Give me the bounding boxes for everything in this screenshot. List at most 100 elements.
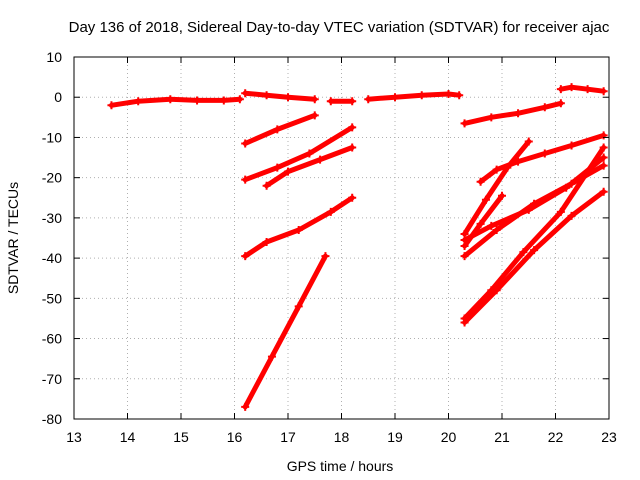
sdtvar-point xyxy=(241,139,250,148)
y-tick-label: -50 xyxy=(42,290,62,306)
y-axis-label: SDTVAR / TECUs xyxy=(5,182,21,294)
sdtvar-point xyxy=(321,252,330,261)
sdtvar-point xyxy=(134,97,143,106)
sdtvar-track-7 xyxy=(264,145,355,189)
y-tick-label: -40 xyxy=(42,250,62,266)
x-axis-label: GPS time / hours xyxy=(287,458,394,474)
sdtvar-point xyxy=(492,165,501,174)
sdtvar-point xyxy=(481,195,490,204)
sdtvar-point xyxy=(417,91,426,100)
sdtvar-track-11 xyxy=(558,84,607,94)
sdtvar-point xyxy=(524,137,533,146)
sdtvar-point xyxy=(492,225,501,234)
sdtvar-track-6 xyxy=(242,124,355,183)
sdtvar-point xyxy=(326,97,335,106)
sdtvar-point xyxy=(530,246,539,255)
sdtvar-point xyxy=(241,175,250,184)
sdtvar-point xyxy=(599,161,608,170)
sdtvar-point xyxy=(487,221,496,230)
sdtvar-point xyxy=(235,95,244,104)
sdtvar-point xyxy=(284,167,292,176)
sdtvar-point xyxy=(107,101,116,110)
sdtvar-point xyxy=(599,187,608,196)
x-tick-label: 23 xyxy=(601,429,617,445)
sdtvar-point xyxy=(166,95,175,104)
sdtvar-point xyxy=(262,238,271,247)
sdtvar-point xyxy=(567,211,576,220)
sdtvar-point xyxy=(567,141,576,150)
x-tick-label: 22 xyxy=(548,429,564,445)
sdtvar-track-2 xyxy=(242,90,318,102)
sdtvar-track-18 xyxy=(462,189,607,325)
sdtvar-point xyxy=(219,96,228,105)
sdtvar-point xyxy=(599,153,608,162)
sdtvar-point xyxy=(262,91,271,100)
sdtvar-point xyxy=(540,103,549,112)
sdtvar-point xyxy=(273,125,282,134)
sdtvar-point xyxy=(364,95,373,104)
x-tick-label: 20 xyxy=(441,429,457,445)
sdtvar-point xyxy=(599,131,608,140)
sdtvar-point xyxy=(460,252,469,261)
sdtvar-point xyxy=(599,87,608,96)
sdtvar-point xyxy=(284,93,292,102)
sdtvar-point xyxy=(476,219,485,228)
sdtvar-point xyxy=(540,149,549,158)
sdtvar-point xyxy=(316,155,325,164)
x-tick-label: 16 xyxy=(227,429,243,445)
x-tick-label: 15 xyxy=(173,429,189,445)
x-tick-label: 19 xyxy=(387,429,403,445)
sdtvar-point xyxy=(193,96,202,105)
sdtvar-point xyxy=(514,109,523,118)
y-tick-label: -20 xyxy=(42,170,62,186)
sdtvar-point xyxy=(530,199,539,208)
sdtvar-point xyxy=(503,163,512,172)
series-layer xyxy=(107,83,608,411)
sdtvar-point xyxy=(326,207,335,216)
sdtvar-point xyxy=(294,225,303,234)
sdtvar-point xyxy=(241,402,250,411)
sdtvar-point xyxy=(556,207,565,216)
sdtvar-point xyxy=(556,99,565,108)
y-tick-label: -70 xyxy=(42,371,62,387)
sdtvar-point xyxy=(567,83,576,92)
x-tick-label: 18 xyxy=(334,429,350,445)
y-tick-label: -80 xyxy=(42,411,62,427)
axis-ticks: 13 14 15 16 17 18 19 20 21 22 23 10 0 -10 -20 -30 -40 -50… xyxy=(42,49,617,445)
sdtvar-point xyxy=(487,113,496,122)
sdtvar-track-12 xyxy=(478,132,607,185)
sdtvar-point xyxy=(241,252,250,261)
y-tick-label: -60 xyxy=(42,331,62,347)
sdtvar-point xyxy=(476,177,485,186)
sdtvar-point xyxy=(460,236,469,245)
sdtvar-point xyxy=(455,91,464,100)
sdtvar-point xyxy=(273,163,282,172)
sdtvar-point xyxy=(241,89,250,98)
sdtvar-point xyxy=(348,123,357,132)
sdtvar-point xyxy=(267,352,276,361)
y-tick-label: 0 xyxy=(54,89,62,105)
chart-title: Day 136 of 2018, Sidereal Day-to-day VTE… xyxy=(69,19,610,36)
sdtvar-point xyxy=(348,143,357,152)
sdtvar-point xyxy=(599,143,608,152)
sdtvar-point xyxy=(460,119,469,128)
sdtvar-point xyxy=(310,111,319,120)
sdtvar-point xyxy=(348,97,357,106)
y-tick-label: -30 xyxy=(42,210,62,226)
x-tick-label: 14 xyxy=(120,429,136,445)
sdtvar-point xyxy=(310,95,319,104)
sdtvar-track-13 xyxy=(462,139,532,237)
sdtvar-point xyxy=(460,318,469,327)
sdtvar-track-9 xyxy=(242,253,328,410)
y-tick-label: -10 xyxy=(42,129,62,145)
sdtvar-point xyxy=(348,193,357,202)
x-tick-label: 13 xyxy=(66,429,82,445)
y-tick-label: 10 xyxy=(46,49,62,65)
sdtvar-point xyxy=(583,85,592,94)
sdtvar-point xyxy=(567,179,576,188)
sdtvar-point xyxy=(444,90,453,99)
sdtvar-point xyxy=(519,248,528,257)
sdtvar-point xyxy=(305,149,314,158)
sdtvar-point xyxy=(556,85,565,94)
